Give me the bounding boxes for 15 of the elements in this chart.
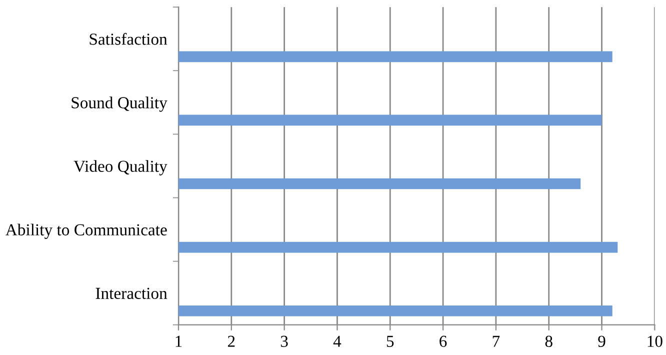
x-tick-label: 3 — [280, 336, 288, 347]
x-tick-label: 2 — [228, 336, 235, 347]
x-tick-label: 9 — [598, 336, 606, 347]
x-tick-label: 6 — [440, 336, 447, 347]
y-tick-label: Video Quality — [74, 160, 168, 176]
x-tick-label: 8 — [545, 336, 552, 347]
x-tick-label: 4 — [333, 336, 342, 347]
x-tick-label: 5 — [386, 336, 394, 347]
x-tick-label: 1 — [176, 336, 182, 347]
y-tick-label: Sound Quality — [72, 96, 168, 112]
y-tick-label: Interaction — [96, 288, 168, 299]
y-tick-label: Satisfaction — [90, 32, 168, 45]
x-tick-label: 10 — [648, 336, 662, 347]
x-tick-label: 7 — [492, 336, 500, 347]
y-tick-label: Ability to Communicate — [6, 224, 167, 239]
